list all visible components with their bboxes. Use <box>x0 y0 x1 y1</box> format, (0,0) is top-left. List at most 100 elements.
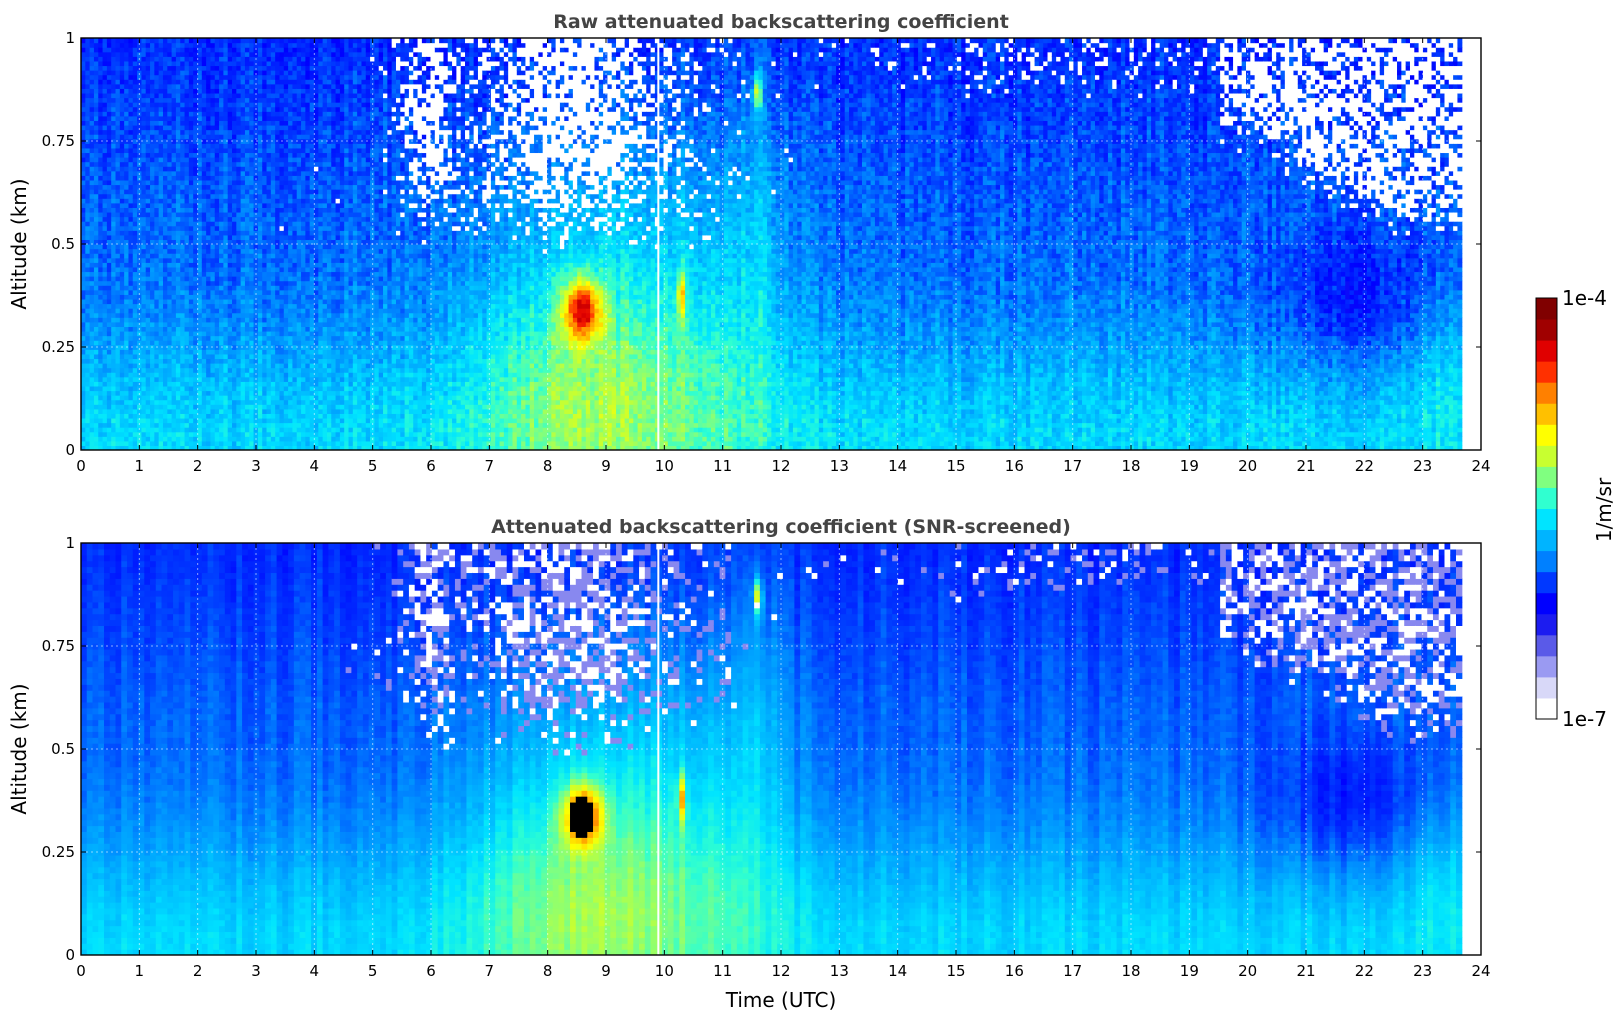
heatmap-cell <box>318 157 323 162</box>
heatmap-cell <box>249 313 254 318</box>
heatmap-cell <box>163 349 168 354</box>
heatmap-cell <box>279 413 284 418</box>
heatmap-cell <box>215 423 220 428</box>
heatmap-cell <box>124 226 129 231</box>
heatmap-cell <box>81 120 86 125</box>
heatmap-cell <box>116 189 121 194</box>
heatmap-cell <box>116 395 121 400</box>
heatmap-cell <box>107 221 112 226</box>
heatmap-cell <box>90 386 95 391</box>
heatmap-cell <box>146 317 151 322</box>
heatmap-cell <box>185 381 190 386</box>
heatmap-cell <box>150 221 155 226</box>
heatmap-cell <box>301 56 306 61</box>
heatmap-cell <box>292 157 297 162</box>
heatmap-cell <box>288 299 293 304</box>
heatmap-cell <box>279 244 284 249</box>
heatmap-cell <box>120 79 125 84</box>
heatmap-cell <box>172 79 177 84</box>
heatmap-cell <box>103 322 108 327</box>
heatmap-cell <box>288 377 293 382</box>
heatmap-cell <box>163 276 168 281</box>
heatmap-cell <box>163 386 168 391</box>
heatmap-cell <box>210 404 215 409</box>
heatmap-cell <box>275 194 280 199</box>
heatmap-cell <box>202 331 207 336</box>
heatmap-cell <box>232 235 237 240</box>
heatmap-cell <box>206 226 211 231</box>
heatmap-cell <box>267 47 272 52</box>
heatmap-cell <box>228 171 233 176</box>
heatmap-cell <box>176 166 181 171</box>
heatmap-cell <box>262 409 267 414</box>
heatmap-cell <box>202 152 207 157</box>
heatmap-cell <box>245 331 250 336</box>
heatmap-cell <box>279 299 284 304</box>
heatmap-cell <box>141 271 146 276</box>
heatmap-cell <box>85 61 90 66</box>
heatmap-cell <box>206 400 211 405</box>
heatmap-cell <box>163 166 168 171</box>
heatmap-cell <box>154 93 159 98</box>
heatmap-cell <box>262 171 267 176</box>
heatmap-cell <box>107 79 112 84</box>
heatmap-cell <box>98 354 103 359</box>
heatmap-cell <box>133 111 138 116</box>
heatmap-cell <box>128 308 133 313</box>
heatmap-cell <box>103 262 108 267</box>
heatmap-cell <box>150 427 155 432</box>
heatmap-cell <box>228 427 233 432</box>
heatmap-cell <box>249 162 254 167</box>
heatmap-cell <box>120 171 125 176</box>
heatmap-cell <box>128 313 133 318</box>
heatmap-cell <box>206 125 211 130</box>
heatmap-cell <box>297 93 302 98</box>
heatmap-cell <box>94 75 99 80</box>
heatmap-cell <box>206 390 211 395</box>
heatmap-cell <box>154 377 159 382</box>
heatmap-cell <box>133 258 138 263</box>
heatmap-cell <box>120 152 125 157</box>
heatmap-cell <box>107 125 112 130</box>
heatmap-cell <box>189 349 194 354</box>
heatmap-cell <box>90 194 95 199</box>
heatmap-cell <box>146 267 151 272</box>
heatmap-cell <box>90 130 95 135</box>
heatmap-cell <box>185 400 190 405</box>
heatmap-cell <box>159 43 164 48</box>
heatmap-cell <box>146 253 151 258</box>
heatmap-cell <box>85 134 90 139</box>
heatmap-cell <box>236 441 241 446</box>
heatmap-cell <box>288 212 293 217</box>
heatmap-cell <box>120 354 125 359</box>
heatmap-cell <box>103 189 108 194</box>
heatmap-cell <box>85 152 90 157</box>
heatmap-cell <box>176 111 181 116</box>
heatmap-cell <box>180 75 185 80</box>
heatmap-cell <box>318 409 323 414</box>
heatmap-cell <box>163 368 168 373</box>
heatmap-cell <box>133 157 138 162</box>
heatmap-cell <box>146 313 151 318</box>
heatmap-cell <box>103 354 108 359</box>
heatmap-cell <box>98 404 103 409</box>
heatmap-cell <box>185 221 190 226</box>
heatmap-cell <box>107 395 112 400</box>
heatmap-cell <box>241 400 246 405</box>
heatmap-cell <box>219 38 224 43</box>
heatmap-cell <box>167 258 172 263</box>
heatmap-cell <box>163 207 168 212</box>
heatmap-cell <box>146 262 151 267</box>
heatmap-cell <box>288 162 293 167</box>
heatmap-cell <box>232 253 237 258</box>
heatmap-cell <box>219 217 224 222</box>
heatmap-cell <box>262 418 267 423</box>
heatmap-cell <box>318 93 323 98</box>
heatmap-cell <box>305 130 310 135</box>
heatmap-cell <box>219 43 224 48</box>
heatmap-cell <box>258 116 263 121</box>
heatmap-cell <box>232 377 237 382</box>
heatmap-cell <box>318 308 323 313</box>
heatmap-cell <box>271 189 276 194</box>
heatmap-cell <box>172 331 177 336</box>
